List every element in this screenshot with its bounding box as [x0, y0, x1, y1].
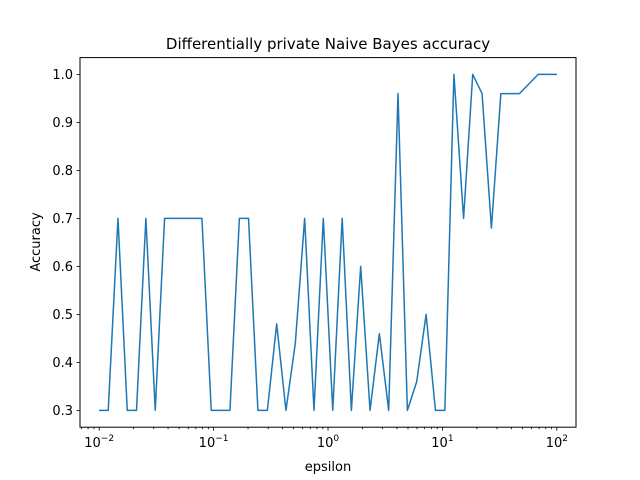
y-tick-label: 0.7 — [52, 212, 73, 227]
y-tick-label: 0.5 — [52, 308, 73, 323]
y-tick-label: 0.4 — [52, 356, 73, 371]
plot-area — [99, 73, 557, 412]
y-tick-label: 0.8 — [52, 164, 73, 179]
series-line — [99, 73, 557, 412]
y-axis: 0.3 0.4 0.5 0.6 0.7 0.8 0.9 1.0 — [52, 68, 80, 419]
chart-title: Differentially private Naive Bayes accur… — [166, 35, 490, 53]
x-tick-label: 102 — [546, 434, 568, 451]
x-tick-label: 100 — [317, 434, 340, 451]
y-tick-label: 0.3 — [52, 404, 73, 419]
y-tick-label: 0.9 — [52, 116, 73, 131]
x-tick-label: 101 — [431, 434, 453, 451]
y-tick-label: 1.0 — [52, 68, 73, 83]
x-axis-label: epsilon — [305, 460, 351, 475]
y-tick-label: 0.6 — [52, 260, 73, 275]
y-axis-label: Accuracy — [29, 212, 44, 272]
x-tick-label: 10−2 — [84, 434, 114, 451]
x-axis: 10−2 10−1 100 101 102 — [81, 427, 568, 451]
x-tick-label: 10−1 — [199, 434, 229, 451]
